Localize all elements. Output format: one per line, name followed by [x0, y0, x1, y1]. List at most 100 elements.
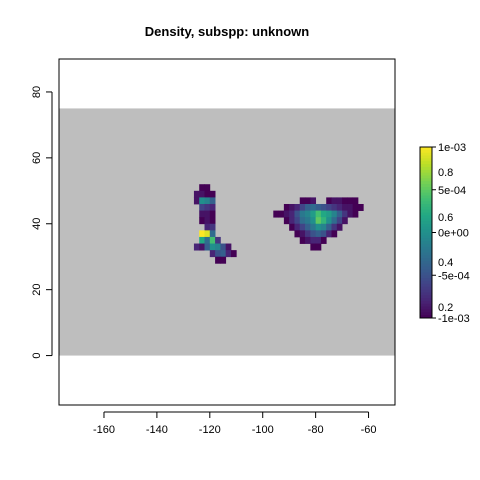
density-cell [220, 250, 227, 258]
legend-color-segment [420, 286, 432, 290]
density-cell [204, 210, 211, 218]
legend-color-segment [420, 192, 432, 196]
x-tick-label: -100 [252, 424, 274, 436]
legend-color-segment [420, 246, 432, 251]
legend-color-segment [420, 263, 432, 268]
density-cell [310, 243, 317, 251]
legend-color-segment [420, 283, 432, 288]
legend-color-segment [420, 155, 432, 159]
density-cell [294, 217, 301, 225]
legend-color-segment [420, 243, 432, 248]
density-cell [193, 197, 200, 205]
y-tick-label: 40 [31, 218, 43, 230]
density-cell [204, 223, 211, 231]
density-cell [347, 203, 354, 211]
density-cell [209, 203, 216, 211]
density-cell [220, 256, 227, 264]
legend-color-segment [420, 280, 432, 285]
plot-panel [58, 58, 396, 406]
density-cell [320, 236, 327, 244]
y-axis: 0 20 40 60 80 [31, 86, 53, 359]
density-cell [336, 217, 343, 225]
density-cell [215, 236, 221, 244]
legend-label: 0.2 [438, 302, 453, 314]
density-cell [278, 210, 285, 218]
density-cell [299, 203, 306, 211]
density-cell [294, 230, 301, 238]
density-cell [352, 203, 359, 211]
density-cell [315, 243, 322, 251]
density-cell [336, 223, 343, 231]
legend-color-segment [420, 241, 432, 245]
legend-color-segment [420, 298, 432, 302]
density-cell [294, 203, 301, 211]
density-cell [315, 203, 322, 211]
density-cell [347, 197, 354, 205]
legend-color-segment [420, 169, 432, 174]
legend-color-segment [420, 215, 432, 219]
density-cell [320, 210, 327, 218]
density-cell [315, 210, 322, 218]
legend-color-segment [420, 261, 432, 265]
legend-color-segment [420, 223, 432, 228]
density-cell [209, 236, 216, 244]
legend-label: -1e-03 [438, 313, 470, 325]
density-cell [320, 223, 327, 231]
density-cell [299, 230, 306, 238]
legend-label: 0.6 [438, 212, 453, 224]
legend-color-segment [420, 175, 432, 179]
density-cell [315, 230, 322, 238]
density-cell [230, 250, 237, 258]
density-cell [204, 203, 211, 211]
density-cell [199, 197, 205, 205]
x-tick-label: -140 [146, 424, 168, 436]
density-cell [199, 243, 205, 251]
density-cell [310, 230, 317, 238]
density-cell [204, 243, 211, 251]
density-cell [326, 197, 332, 205]
legend-color-segment [420, 312, 432, 316]
density-cell [204, 197, 211, 205]
density-cell [193, 243, 200, 251]
density-cell [336, 203, 343, 211]
legend-label: -5e-04 [438, 270, 470, 282]
legend-color-segment [420, 212, 432, 216]
density-cell [204, 184, 211, 192]
density-cell [305, 197, 311, 205]
density-cell [310, 236, 317, 244]
legend-color-segment [420, 295, 432, 299]
x-tick-label: -160 [93, 424, 115, 436]
legend-color-segment [420, 152, 432, 157]
density-cell [299, 197, 306, 205]
density-cell [209, 217, 216, 225]
density-cell [299, 223, 306, 231]
density-cell [336, 210, 343, 218]
density-cell [294, 223, 301, 231]
density-cell [225, 250, 232, 258]
legend-color-segment [420, 278, 432, 282]
density-cell [320, 203, 327, 211]
density-cell [289, 203, 295, 211]
density-cell [209, 250, 216, 258]
density-cell [283, 210, 290, 218]
density-cell [283, 217, 290, 225]
density-cell [342, 203, 348, 211]
density-cell [305, 236, 311, 244]
y-tick-label: 80 [31, 86, 43, 98]
density-cell [209, 223, 216, 231]
legend-color-segment [420, 198, 432, 202]
density-cell [199, 184, 205, 192]
density-cell [326, 217, 332, 225]
density-cell [342, 217, 348, 225]
legend-label: 0.4 [438, 257, 453, 269]
density-cell [273, 210, 279, 218]
legend-color-segment [420, 147, 432, 151]
density-cell [199, 190, 205, 198]
density-cell [299, 210, 306, 218]
density-cell [331, 197, 338, 205]
x-tick-label: -120 [199, 424, 221, 436]
legend-color-segment [420, 306, 432, 310]
density-cell [310, 197, 317, 205]
density-cell [310, 210, 317, 218]
legend-color-segment [420, 149, 432, 154]
